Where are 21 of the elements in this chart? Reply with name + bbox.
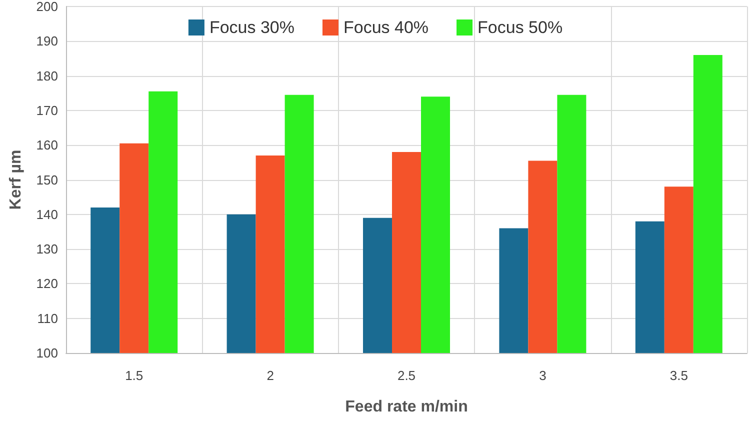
- x-tick-label: 3.5: [670, 368, 688, 383]
- y-tick-label: 100: [36, 346, 58, 360]
- y-tick-label: 190: [36, 34, 58, 49]
- y-tick-label: 170: [36, 102, 58, 118]
- y-axis-title: Kerf µm: [8, 150, 24, 210]
- legend-label: Focus 50%: [478, 18, 563, 37]
- legend-label: Focus 40%: [343, 18, 429, 37]
- x-tick-label: 3: [539, 368, 546, 383]
- x-tick-label: 1.5: [125, 368, 144, 383]
- y-tick-label: 140: [36, 206, 58, 222]
- y-tick-label: 150: [36, 172, 58, 188]
- y-tick-label: 160: [36, 138, 58, 153]
- x-axis-title: Feed rate m/min: [345, 398, 468, 416]
- legend-label: Focus 30%: [209, 18, 294, 37]
- x-tick-label: 2.5: [397, 368, 416, 383]
- y-tick-label: 110: [37, 310, 58, 326]
- x-tick-label: 2: [266, 368, 274, 383]
- y-tick-label: 130: [36, 242, 58, 257]
- y-tick-label: 120: [36, 276, 58, 292]
- y-tick-label: 180: [36, 68, 58, 84]
- y-tick-label: 200: [36, 0, 58, 14]
